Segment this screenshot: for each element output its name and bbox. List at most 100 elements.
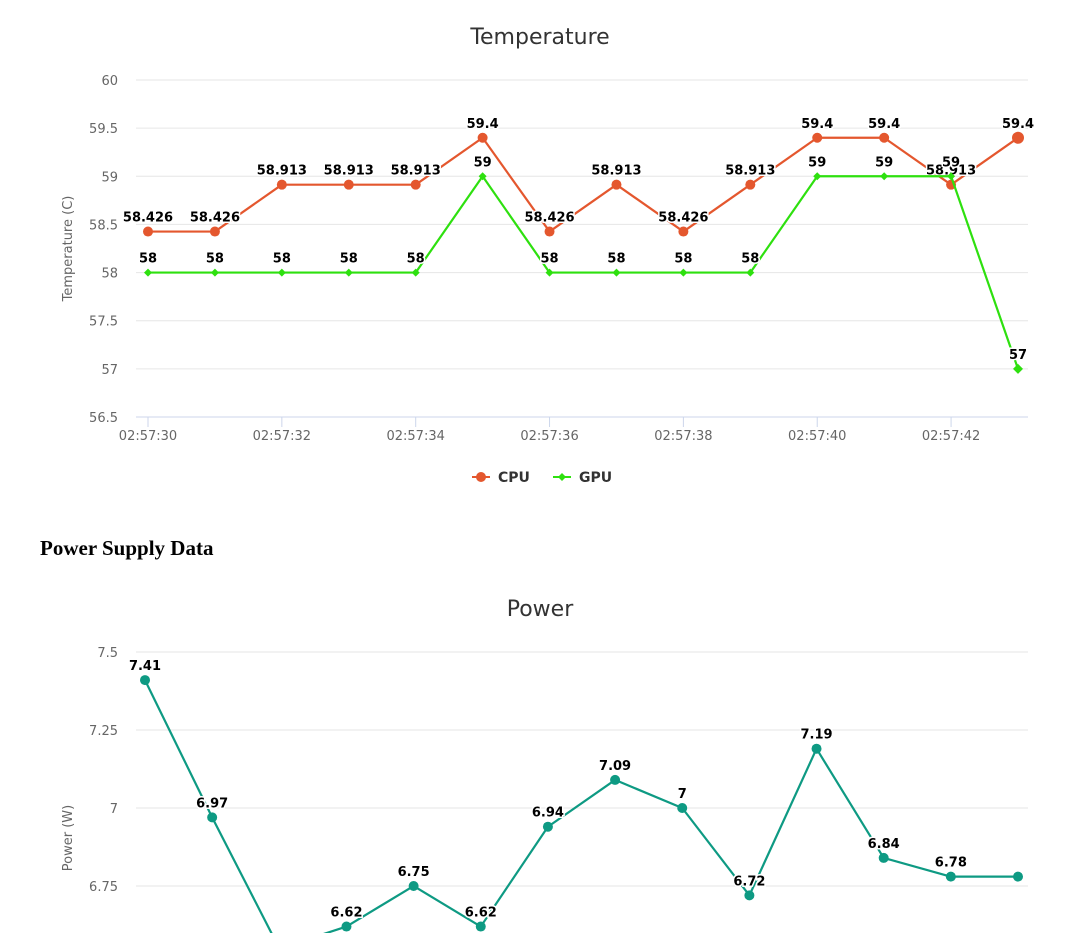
gpu-series-line <box>148 175 1020 370</box>
cpu-point <box>812 132 823 143</box>
power-point <box>341 921 352 932</box>
cpu-point <box>544 226 555 237</box>
gpu-point <box>947 172 956 181</box>
power-data-label: 6.84 <box>868 837 900 852</box>
gpu-point <box>478 172 487 181</box>
gpu-point <box>612 268 621 277</box>
y-axis-title: Power (W) <box>61 805 76 871</box>
y-tick-label: 58.5 <box>89 218 118 233</box>
gpu-point <box>210 268 219 277</box>
power-point <box>1013 871 1023 882</box>
gpu-point <box>144 268 152 277</box>
gpu-data-label: 58 <box>340 252 358 267</box>
cpu-data-label: 58.913 <box>391 164 441 179</box>
gpu-point <box>1013 363 1023 374</box>
power-point <box>811 743 822 754</box>
x-tick-label: 02:57:32 <box>253 429 311 444</box>
power-data-label: 6.62 <box>465 906 497 921</box>
gpu-data-label: 59 <box>875 155 893 170</box>
y-axis-title: Temperature (C) <box>61 196 76 303</box>
power-point <box>677 803 688 813</box>
x-tick-label: 02:57:40 <box>788 429 846 444</box>
power-data-label: 6.94 <box>532 806 564 821</box>
cpu-data-label: 58.913 <box>591 164 641 179</box>
gpu-data-label: 58 <box>273 252 291 267</box>
power-point <box>610 774 621 785</box>
y-tick-label: 7.25 <box>89 724 118 739</box>
power-data-label: 7.41 <box>129 659 161 674</box>
x-tick-label: 02:57:42 <box>922 429 980 444</box>
power-data-label: 7.19 <box>800 728 832 743</box>
gpu-data-label: 58 <box>407 252 425 267</box>
power-data-label: 6.72 <box>733 874 765 889</box>
cpu-data-label: 58.426 <box>658 211 708 226</box>
y-tick-label: 57.5 <box>89 315 118 330</box>
chart-title: Power <box>507 597 574 622</box>
gpu-legend-marker <box>558 473 566 481</box>
gpu-data-label: 59 <box>808 155 826 170</box>
gpu-legend-label: GPU <box>579 470 612 486</box>
gpu-data-label: 58 <box>540 252 558 267</box>
power-point <box>207 812 218 823</box>
power-data-label: 6.78 <box>935 856 967 871</box>
cpu-point <box>343 179 354 190</box>
cpu-point <box>745 179 756 190</box>
x-tick-label: 02:57:36 <box>520 429 578 444</box>
power-data-label: 6.62 <box>330 906 362 921</box>
y-tick-label: 56.5 <box>89 411 118 426</box>
gpu-data-label: 58 <box>206 252 224 267</box>
power-point <box>878 852 889 863</box>
y-tick-label: 7 <box>110 802 118 817</box>
power-data-label: 7 <box>678 787 687 802</box>
gpu-point <box>411 268 420 277</box>
temperature-chart: Temperature 56.5 57 57.5 58 58.5 59 59.5 60 02:57… <box>61 25 1036 486</box>
gpu-point <box>880 172 889 181</box>
gpu-point <box>746 268 755 277</box>
cpu-point <box>611 179 622 190</box>
cpu-point <box>276 179 287 190</box>
gpu-point <box>277 268 286 277</box>
gpu-point <box>344 268 353 277</box>
cpu-data-label: 58.426 <box>123 211 173 226</box>
y-tick-label: 7.5 <box>97 646 118 661</box>
chart-title: Temperature <box>469 25 609 50</box>
cpu-legend-marker <box>476 472 486 482</box>
gpu-data-label: 58 <box>741 252 759 267</box>
x-tick-label: 02:57:34 <box>386 429 444 444</box>
power-point <box>140 675 150 686</box>
section-heading: Power Supply Data <box>40 536 214 560</box>
power-point <box>475 921 486 932</box>
cpu-point <box>678 226 689 237</box>
y-tick-label: 6.75 <box>89 880 118 895</box>
y-tick-label: 59.5 <box>89 122 118 137</box>
cpu-point <box>209 226 220 237</box>
cpu-data-label: 58.913 <box>324 164 374 179</box>
gpu-data-label: 58 <box>139 252 157 267</box>
gpu-data-label: 59 <box>474 155 492 170</box>
y-tick-label: 58 <box>101 267 118 282</box>
cpu-data-label: 59.4 <box>467 117 499 132</box>
x-tick-label: 02:57:30 <box>119 429 177 444</box>
cpu-data-label: 58.426 <box>524 211 574 226</box>
gpu-point <box>545 268 554 277</box>
power-data-label: 6.97 <box>196 796 228 811</box>
cpu-data-label: 59.4 <box>801 117 833 132</box>
y-tick-label: 59 <box>101 170 118 185</box>
power-series-line <box>144 679 1018 933</box>
cpu-data-label: 59.4 <box>868 117 900 132</box>
y-tick-label: 60 <box>101 74 118 89</box>
cpu-legend-label: CPU <box>498 470 530 486</box>
power-point <box>744 890 755 901</box>
gpu-data-label: 58 <box>607 252 625 267</box>
gpu-point <box>813 172 822 181</box>
cpu-point <box>879 132 890 143</box>
x-tick-label: 02:57:38 <box>654 429 712 444</box>
power-data-label: 7.09 <box>599 759 631 774</box>
gpu-data-label: 59 <box>942 155 960 170</box>
cpu-data-label: 58.913 <box>725 164 775 179</box>
cpu-data-label: 58.426 <box>190 211 240 226</box>
gpu-data-label: 58 <box>674 252 692 267</box>
power-point <box>945 871 956 882</box>
cpu-point <box>143 226 153 237</box>
